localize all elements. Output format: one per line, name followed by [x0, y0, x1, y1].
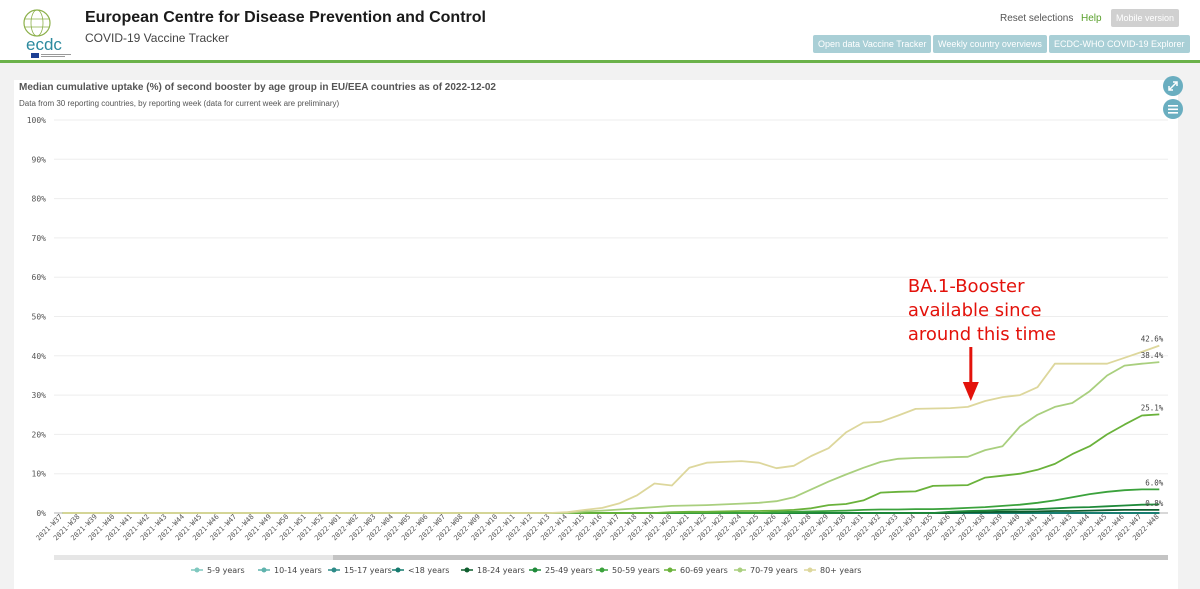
end-value-label: 0.8%	[1145, 499, 1164, 508]
chart-subtitle: Data from 30 reporting countries, by rep…	[19, 99, 340, 108]
y-tick-label: 80%	[32, 195, 47, 204]
legend-item-label: 70-79 years	[750, 566, 798, 575]
legend-swatch-dot	[395, 567, 401, 573]
hamburger-menu-icon	[1168, 105, 1178, 114]
legend-swatch-dot	[331, 567, 337, 573]
y-tick-label: 50%	[32, 313, 47, 322]
open-data-button[interactable]: Open data Vaccine Tracker	[813, 35, 932, 53]
weekly-overviews-button[interactable]: Weekly country overviews	[933, 35, 1047, 53]
header-divider	[0, 60, 1200, 63]
legend-swatch-dot	[532, 567, 538, 573]
y-tick-label: 90%	[32, 155, 47, 164]
chart-menu-button[interactable]	[1163, 99, 1183, 119]
legend-item-label: 5-9 years	[207, 566, 245, 575]
legend-item-label: <18 years	[408, 566, 449, 575]
expand-button[interactable]	[1163, 76, 1183, 96]
help-link[interactable]: Help	[1081, 13, 1102, 24]
end-value-label: 38.4%	[1141, 351, 1164, 360]
y-tick-label: 30%	[32, 391, 47, 400]
series-line-9	[62, 344, 1160, 514]
legend-item-label: 15-17 years	[344, 566, 392, 575]
legend-item-label: 18-24 years	[477, 566, 525, 575]
ecdc-logo: ecdc	[18, 8, 76, 58]
legend-item-label: 50-59 years	[612, 566, 660, 575]
legend-swatch-dot	[667, 567, 673, 573]
legend-item-label: 10-14 years	[274, 566, 322, 575]
annotation-text: available since	[908, 300, 1042, 321]
navigator-thumb	[333, 555, 1168, 560]
expand-arrows-icon	[1168, 81, 1178, 91]
legend-swatch-dot	[807, 567, 813, 573]
legend-swatch-dot	[599, 567, 605, 573]
y-tick-label: 40%	[32, 352, 47, 361]
legend-swatch-dot	[194, 567, 200, 573]
end-value-label: 42.6%	[1141, 335, 1164, 344]
legend-swatch-dot	[737, 567, 743, 573]
legend-swatch-dot	[464, 567, 470, 573]
legend-item-label: 25-49 years	[545, 566, 593, 575]
y-tick-label: 0%	[36, 509, 46, 518]
annotation-arrowhead	[962, 382, 979, 401]
series-line-7	[62, 413, 1160, 514]
end-value-label: 25.1%	[1141, 403, 1164, 412]
mobile-version-button[interactable]: Mobile version	[1111, 9, 1180, 27]
app-title: COVID-19 Vaccine Tracker	[85, 31, 229, 45]
legend-item-label: 60-69 years	[680, 566, 728, 575]
y-tick-label: 20%	[32, 430, 47, 439]
series-line-8	[62, 361, 1160, 514]
org-title: European Centre for Disease Prevention a…	[85, 9, 486, 26]
chart-panel	[14, 80, 1178, 589]
header: ecdc European Centre for Disease Prevent…	[0, 0, 1200, 60]
annotation-text: around this time	[908, 324, 1056, 345]
annotation-text: BA.1-Booster	[908, 276, 1025, 297]
ecdc-who-explorer-button[interactable]: ECDC-WHO COVID-19 Explorer	[1049, 35, 1190, 53]
legend-item-label: 80+ years	[820, 566, 861, 575]
end-value-label: 6.0%	[1145, 478, 1164, 487]
logo-text: ecdc	[26, 35, 62, 54]
y-tick-label: 70%	[32, 234, 47, 243]
legend-swatch-dot	[261, 567, 267, 573]
y-tick-label: 100%	[27, 116, 46, 125]
reset-selections-link[interactable]: Reset selections	[1000, 13, 1074, 24]
y-tick-label: 60%	[32, 273, 47, 282]
chart-title: Median cumulative uptake (%) of second b…	[19, 82, 496, 93]
y-tick-label: 10%	[32, 470, 47, 479]
